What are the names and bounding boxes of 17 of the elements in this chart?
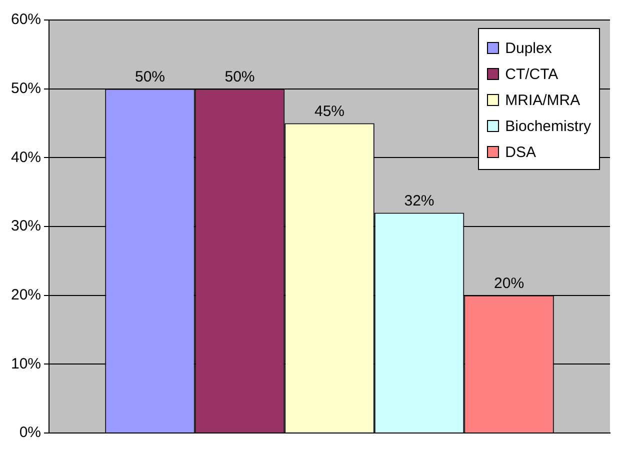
- data-label: 32%: [404, 192, 434, 210]
- legend-label: DSA: [505, 144, 536, 160]
- legend-label: Biochemistry: [505, 118, 591, 134]
- y-tick-label: 10%: [10, 355, 42, 372]
- data-label: 50%: [134, 68, 166, 86]
- data-label: 20%: [494, 274, 524, 292]
- legend-label: Duplex: [505, 40, 552, 56]
- data-label: 50%: [224, 68, 255, 86]
- y-tick-label: 40%: [10, 148, 42, 166]
- y-tick-label: 50%: [10, 80, 42, 97]
- legend-label: MRIA/MRA: [505, 92, 580, 108]
- y-tick-label: 30%: [10, 218, 42, 235]
- y-tick-label: 60%: [10, 11, 42, 28]
- data-label: 45%: [314, 102, 345, 120]
- y-tick-label: 20%: [10, 286, 42, 304]
- y-tick-label: 0%: [19, 424, 42, 442]
- legend-label: CT/CTA: [505, 66, 558, 82]
